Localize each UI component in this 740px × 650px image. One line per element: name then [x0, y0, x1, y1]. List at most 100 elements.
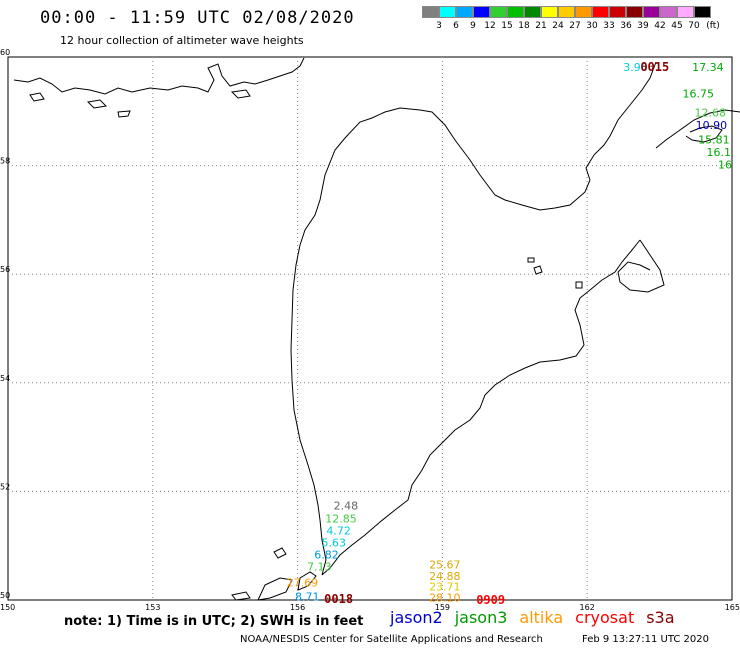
colorbar-swatch [456, 6, 473, 18]
colorbar-tick-label: 30 [586, 21, 598, 31]
lat-tick-label: 56 [0, 265, 10, 274]
lat-tick-label: 58 [0, 157, 10, 166]
wave-height-label: 12.85 [325, 513, 357, 526]
kuril-island-2 [257, 577, 293, 601]
colorbar-tick-label: 33 [603, 21, 615, 31]
satellite-name: jason3 [454, 608, 508, 627]
kuril-island-4 [231, 591, 251, 601]
kamchatka-west-coast [290, 61, 657, 576]
wave-height-label: 7.13 [307, 560, 332, 573]
wave-height-label: 28.10 [429, 591, 461, 604]
wave-height-label: 15.81 [698, 134, 730, 147]
colorbar-swatch [524, 6, 541, 18]
colorbar-swatch [541, 6, 558, 18]
wave-height-label: 8.71 [295, 591, 320, 604]
colorbar-swatch [507, 6, 524, 18]
lon-tick-label: 156 [290, 603, 305, 612]
island-2 [527, 257, 535, 263]
satellite-name: jason2 [390, 608, 443, 627]
pass-time-label: 0015 [640, 60, 669, 74]
pass-time-label: 0909 [476, 593, 505, 607]
satellite-name: altika [519, 608, 564, 627]
colorbar-swatch [609, 6, 626, 18]
north-coast-islet-1 [29, 92, 45, 102]
wave-height-label: 16 [718, 159, 732, 172]
kamchatka-east-coast [617, 239, 665, 293]
colorbar [422, 6, 711, 18]
colorbar-swatch [439, 6, 456, 18]
wave-height-label: 24.88 [429, 570, 461, 583]
wave-height-label: 10.90 [696, 119, 728, 132]
axis-labels: 60 58 56 54 52 50 150 153 156 159 162 165 [0, 48, 740, 612]
colorbar-tick-label: 15 [501, 21, 513, 31]
wave-height-label: 2.48 [334, 500, 359, 513]
credit-text: NOAA/NESDIS Center for Satellite Applica… [240, 634, 543, 645]
north-coast-islet-3 [117, 110, 131, 118]
colorbar-tick-label: 3 [436, 21, 442, 31]
coastline [13, 57, 740, 601]
satellite-name: cryosat [575, 608, 635, 627]
lat-tick-label: 50 [0, 591, 10, 600]
colorbar-swatch [558, 6, 575, 18]
satellite-legend: jason2 jason3 altika cryosat s3a [390, 608, 687, 627]
colorbar-swatch [643, 6, 660, 18]
wave-height-label: 16.1 [707, 146, 732, 159]
colorbar-labels: 3 6 9 12 15 18 21 24 27 30 33 36 39 42 45 70 (ft) [422, 21, 740, 33]
wave-height-label: 5.63 [322, 536, 347, 549]
map-title: 00:00 - 11:59 UTC 02/08/2020 [40, 8, 355, 28]
lon-tick-label: 159 [435, 603, 450, 612]
island-3 [575, 281, 583, 289]
colorbar-tick-label: 45 [671, 21, 683, 31]
colorbar-tick-label: 12 [484, 21, 496, 31]
wave-height-label: 25.67 [429, 559, 461, 572]
lat-tick-label: 52 [0, 482, 10, 491]
wave-height-label: 17.34 [692, 61, 724, 74]
colorbar-swatch [473, 6, 490, 18]
colorbar-swatch [490, 6, 507, 18]
colorbar-tick-label: 27 [569, 21, 581, 31]
lon-tick-label: 150 [0, 603, 15, 612]
colorbar-tick-label: 21 [535, 21, 547, 31]
colorbar-swatch [575, 6, 592, 18]
colorbar-tick-label: 24 [552, 21, 564, 31]
north-coast-islet-2 [86, 99, 108, 109]
map-subtitle: 12 hour collection of altimeter wave hei… [60, 34, 304, 47]
wave-height-label: 6.82 [314, 548, 339, 561]
kuril-island-1 [297, 571, 317, 591]
lon-tick-label: 165 [725, 603, 740, 612]
colorbar-tick-label: 39 [637, 21, 649, 31]
pass-time-label: 0018 [324, 592, 353, 606]
map-grid [7, 56, 733, 601]
generated-timestamp: Feb 9 13:27:11 UTC 2020 [582, 634, 709, 645]
kuril-island-3 [273, 547, 287, 559]
island-1 [533, 265, 543, 275]
colorbar-tick-label: 18 [518, 21, 530, 31]
colorbar-swatch [677, 6, 694, 18]
satellite-name: s3a [646, 608, 675, 627]
colorbar-swatch [694, 6, 711, 18]
wave-height-label: 27.69 [287, 577, 319, 590]
wave-height-label: 16.75 [682, 87, 714, 100]
lon-tick-label: 153 [145, 603, 160, 612]
lon-tick-label: 162 [580, 603, 595, 612]
lat-tick-label: 60 [0, 48, 10, 57]
colorbar-swatch [626, 6, 643, 18]
footer-note: note: 1) Time is in UTC; 2) SWH is in fe… [64, 614, 364, 629]
north-coast-islet-4 [230, 89, 251, 99]
map-frame [7, 56, 733, 601]
lat-tick-label: 54 [0, 374, 10, 383]
colorbar-swatch [660, 6, 677, 18]
wave-height-label: 23.71 [429, 580, 461, 593]
wave-height-label: 12.68 [695, 106, 727, 119]
north-coast [13, 57, 305, 95]
colorbar-tick-label: 42 [654, 21, 666, 31]
colorbar-tick-label: 6 [453, 21, 459, 31]
colorbar-tick-label: 36 [620, 21, 632, 31]
colorbar-swatch [592, 6, 609, 18]
colorbar-tick-label: 70 [688, 21, 700, 31]
karaginsky-coast [655, 109, 740, 149]
colorbar-tick-label: 9 [470, 21, 476, 31]
colorbar-swatch [422, 6, 439, 18]
